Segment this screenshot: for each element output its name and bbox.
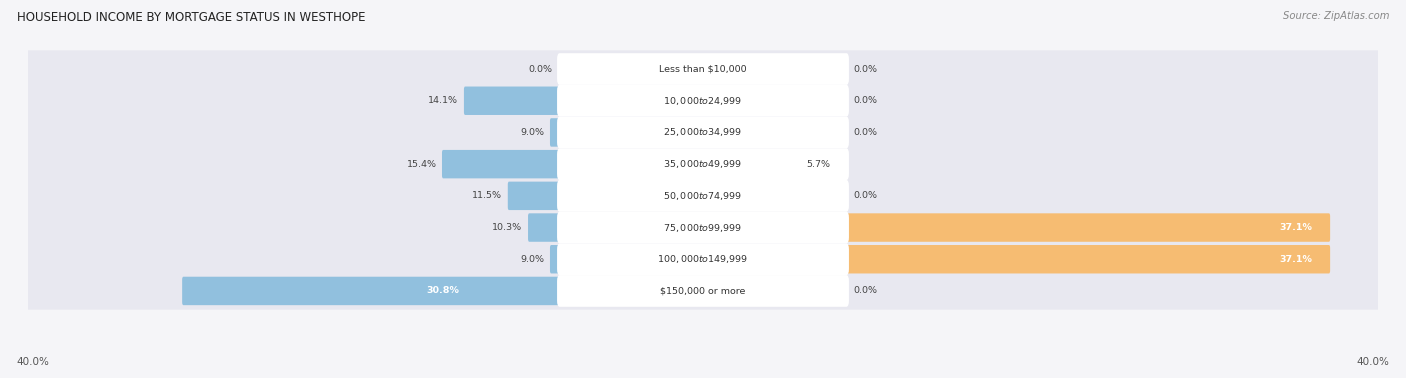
Text: 0.0%: 0.0% [853, 128, 877, 137]
Text: 0.0%: 0.0% [853, 96, 877, 105]
FancyBboxPatch shape [557, 275, 849, 307]
Text: 0.0%: 0.0% [853, 65, 877, 74]
FancyBboxPatch shape [702, 213, 1330, 242]
Text: 30.8%: 30.8% [427, 287, 460, 296]
Text: 0.0%: 0.0% [853, 191, 877, 200]
FancyBboxPatch shape [183, 277, 704, 305]
FancyBboxPatch shape [508, 181, 704, 210]
FancyBboxPatch shape [702, 245, 1330, 273]
FancyBboxPatch shape [27, 272, 1379, 310]
FancyBboxPatch shape [27, 82, 1379, 119]
Text: 9.0%: 9.0% [520, 255, 544, 264]
Text: 9.0%: 9.0% [520, 128, 544, 137]
FancyBboxPatch shape [557, 85, 849, 116]
FancyBboxPatch shape [550, 245, 704, 273]
Text: $25,000 to $34,999: $25,000 to $34,999 [664, 127, 742, 138]
Text: Less than $10,000: Less than $10,000 [659, 65, 747, 74]
FancyBboxPatch shape [550, 118, 704, 147]
Text: $150,000 or more: $150,000 or more [661, 287, 745, 296]
Text: $50,000 to $74,999: $50,000 to $74,999 [664, 190, 742, 202]
FancyBboxPatch shape [557, 212, 849, 243]
FancyBboxPatch shape [441, 150, 704, 178]
Text: 5.7%: 5.7% [806, 160, 830, 169]
Text: $75,000 to $99,999: $75,000 to $99,999 [664, 222, 742, 234]
FancyBboxPatch shape [529, 213, 704, 242]
FancyBboxPatch shape [557, 148, 849, 180]
FancyBboxPatch shape [27, 177, 1379, 215]
FancyBboxPatch shape [557, 243, 849, 275]
FancyBboxPatch shape [27, 114, 1379, 151]
Text: 0.0%: 0.0% [853, 287, 877, 296]
FancyBboxPatch shape [557, 53, 849, 85]
Text: $100,000 to $149,999: $100,000 to $149,999 [658, 253, 748, 265]
Text: 11.5%: 11.5% [472, 191, 502, 200]
FancyBboxPatch shape [702, 150, 800, 178]
Text: 15.4%: 15.4% [406, 160, 436, 169]
Text: 37.1%: 37.1% [1279, 223, 1312, 232]
Text: 10.3%: 10.3% [492, 223, 523, 232]
FancyBboxPatch shape [27, 146, 1379, 183]
FancyBboxPatch shape [464, 87, 704, 115]
Text: HOUSEHOLD INCOME BY MORTGAGE STATUS IN WESTHOPE: HOUSEHOLD INCOME BY MORTGAGE STATUS IN W… [17, 11, 366, 24]
Text: $35,000 to $49,999: $35,000 to $49,999 [664, 158, 742, 170]
Text: 14.1%: 14.1% [429, 96, 458, 105]
Text: 0.0%: 0.0% [529, 65, 553, 74]
FancyBboxPatch shape [27, 209, 1379, 246]
FancyBboxPatch shape [27, 240, 1379, 278]
FancyBboxPatch shape [557, 180, 849, 212]
FancyBboxPatch shape [557, 116, 849, 148]
Text: Source: ZipAtlas.com: Source: ZipAtlas.com [1282, 11, 1389, 21]
Text: 40.0%: 40.0% [1357, 357, 1389, 367]
Text: $10,000 to $24,999: $10,000 to $24,999 [664, 95, 742, 107]
Text: 37.1%: 37.1% [1279, 255, 1312, 264]
Text: 40.0%: 40.0% [17, 357, 49, 367]
FancyBboxPatch shape [27, 50, 1379, 88]
